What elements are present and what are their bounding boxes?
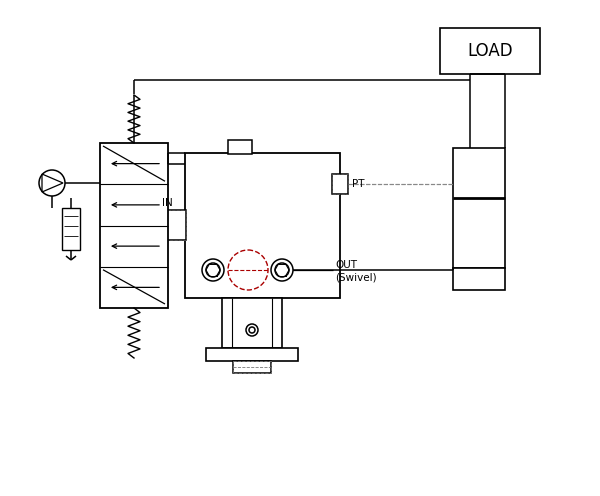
Circle shape (206, 263, 220, 277)
Text: LOAD: LOAD (467, 42, 513, 60)
Bar (222, 298, 282, 348)
Circle shape (202, 259, 224, 281)
Circle shape (249, 327, 255, 333)
Circle shape (271, 259, 293, 281)
Bar (332, 174, 348, 194)
Bar (62, 208, 80, 250)
Text: PT: PT (352, 179, 365, 189)
Bar (206, 348, 298, 361)
Text: IN: IN (162, 198, 173, 208)
Bar (332, 174, 348, 194)
Bar (163, 210, 186, 240)
Bar (185, 153, 340, 298)
Text: OUT: OUT (335, 260, 357, 270)
Bar (453, 148, 505, 268)
Text: (Swivel): (Swivel) (335, 272, 377, 282)
Circle shape (39, 170, 65, 196)
Bar (453, 268, 505, 290)
Bar (100, 143, 168, 308)
Bar (440, 28, 540, 74)
Bar (163, 210, 186, 240)
Bar (233, 361, 271, 373)
Circle shape (246, 324, 258, 336)
Bar (228, 140, 252, 154)
Bar (233, 361, 271, 373)
Circle shape (275, 263, 289, 277)
